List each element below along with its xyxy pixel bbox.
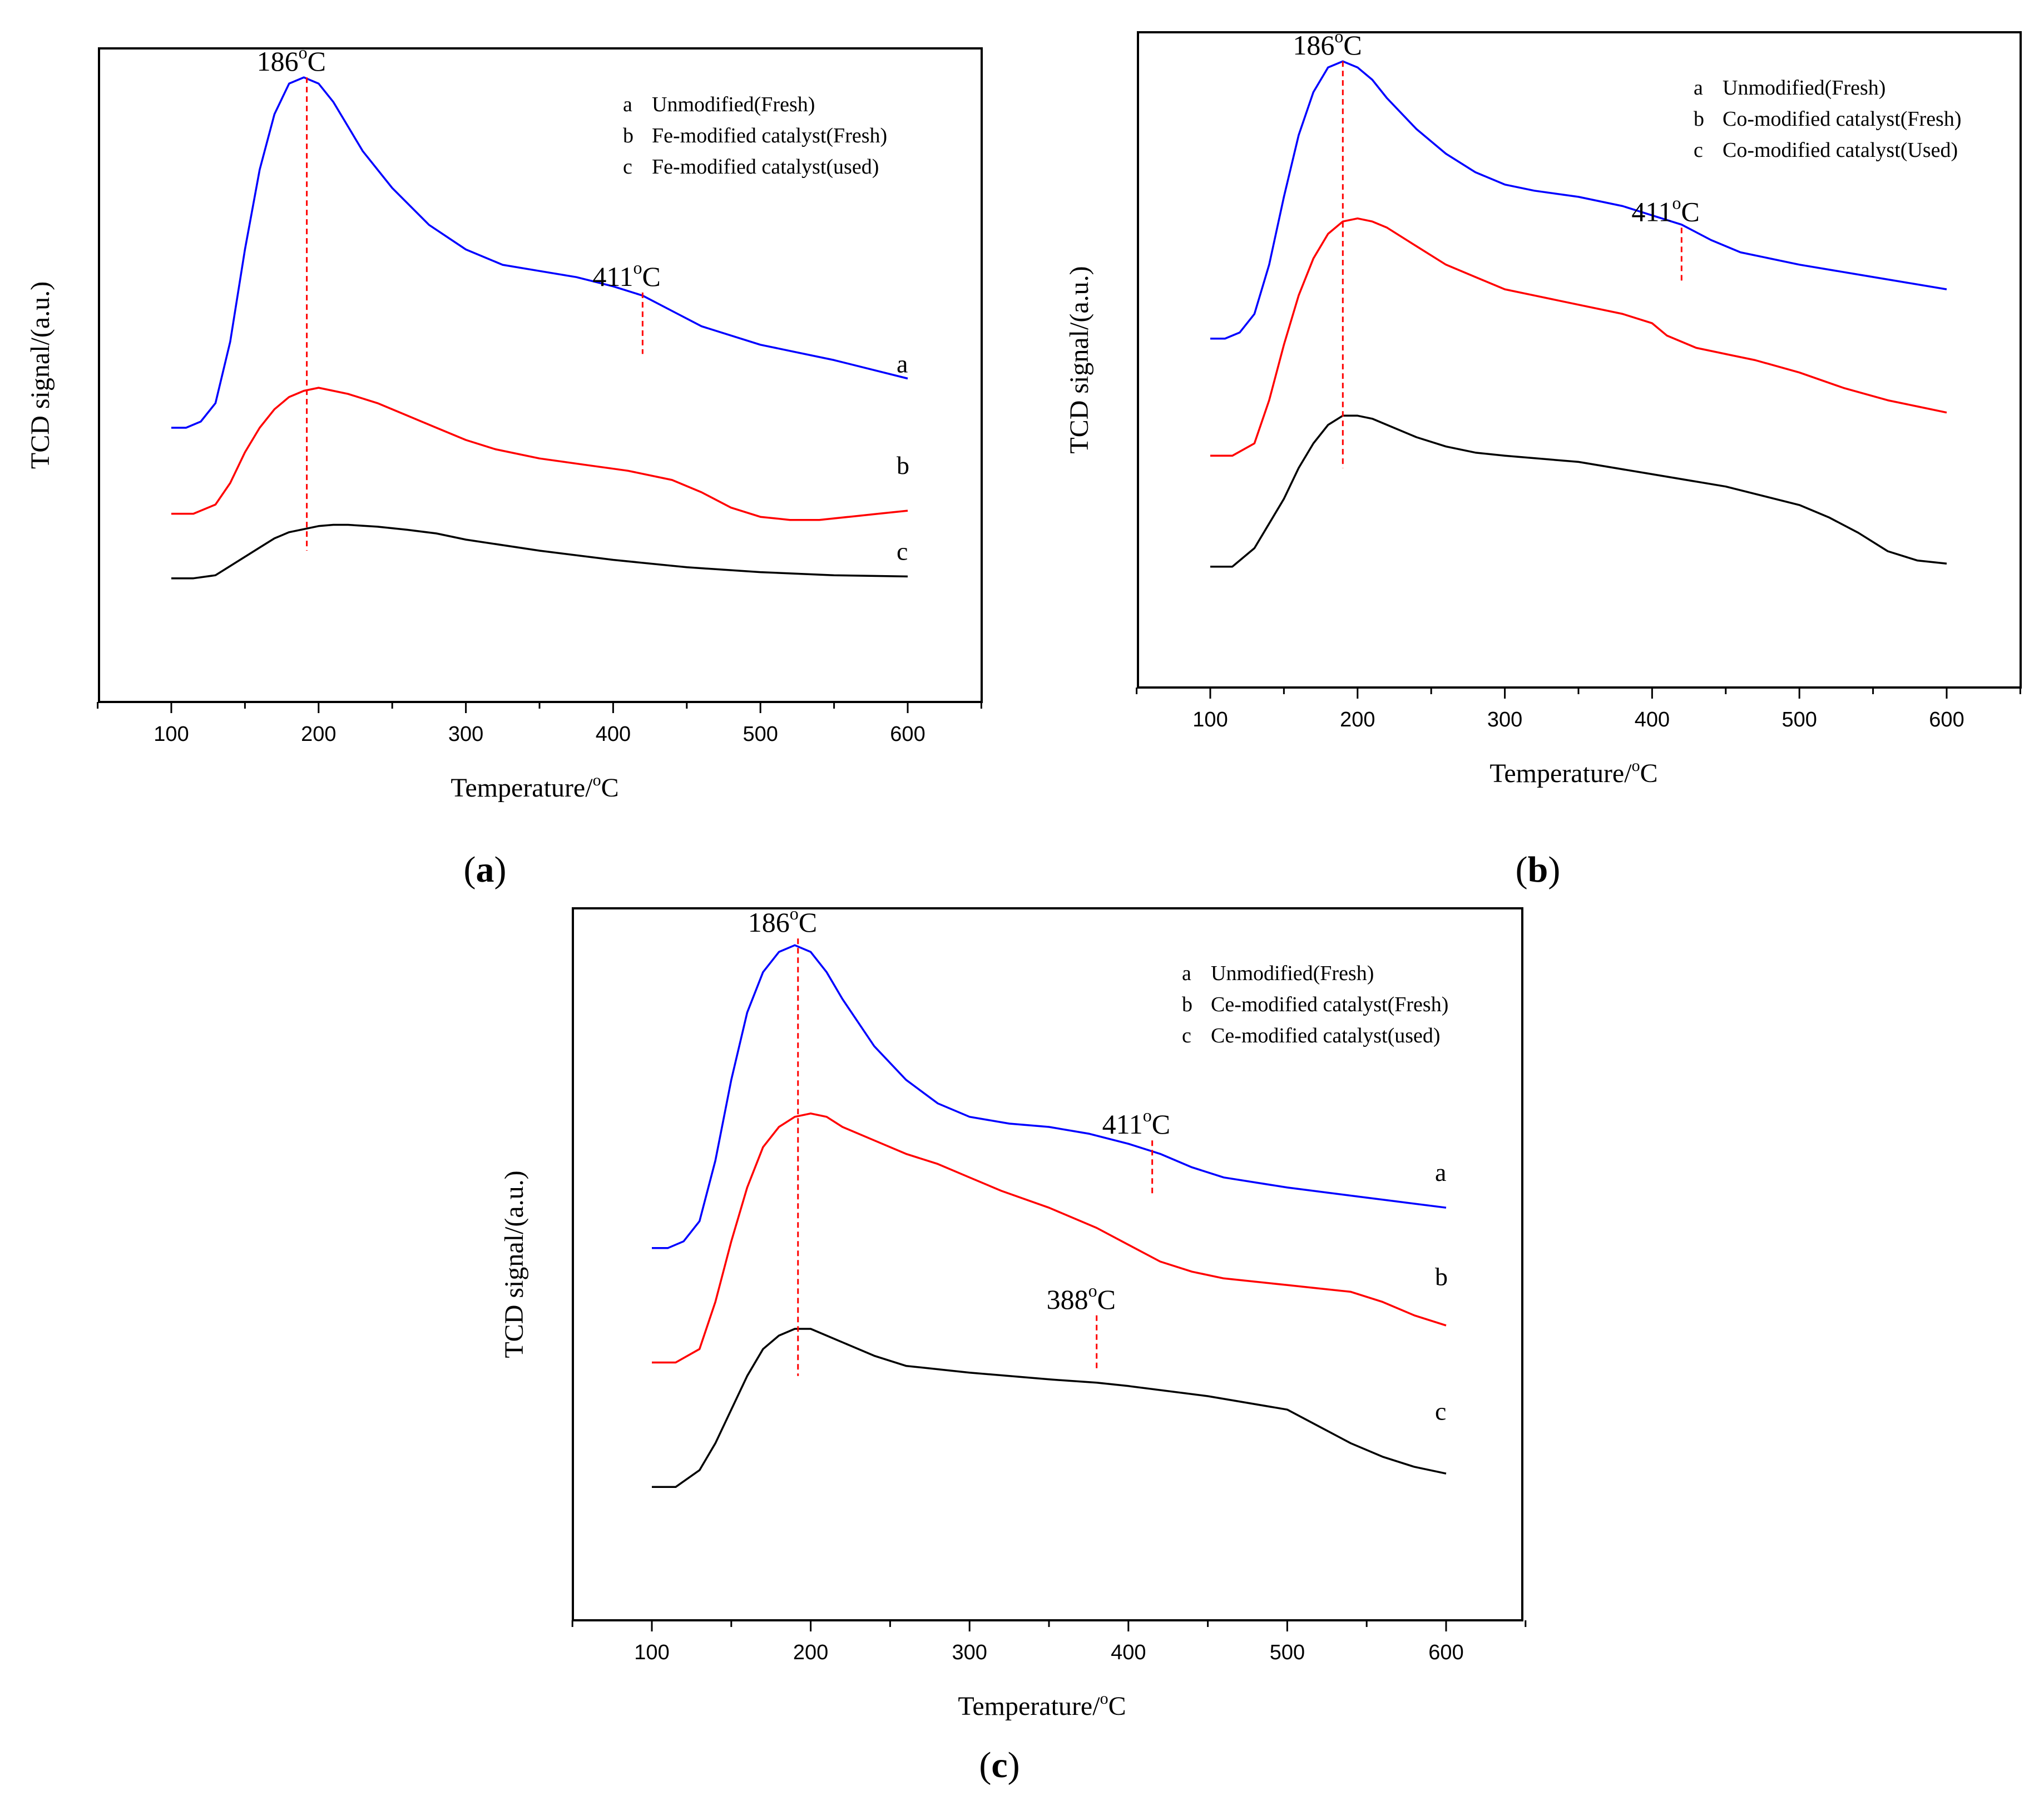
x-tick-label: 400: [1111, 1641, 1146, 1664]
annotation-label: 186oC: [748, 903, 817, 938]
x-tick-label: 500: [743, 723, 778, 746]
legend-key: b: [623, 124, 634, 147]
y-axis-title: TCD signal/(a.u.): [1065, 266, 1094, 453]
series-line-c: [171, 523, 908, 580]
curve-label-a: a: [1435, 1158, 1446, 1186]
annotation-label: 411oC: [1631, 192, 1700, 227]
x-axis-title: Temperature/oC: [1489, 756, 1657, 788]
x-tick-label: 400: [1635, 708, 1670, 731]
x-axis-title: Temperature/oC: [451, 771, 618, 803]
curve-label-c: c: [1435, 1397, 1446, 1425]
panel-b: 100 200 300 400 500 600 Temperature/oC TCD sign…: [1065, 26, 2022, 890]
x-tick-label: 500: [1781, 708, 1817, 731]
legend-key: c: [623, 155, 632, 179]
x-tick-label: 100: [634, 1641, 669, 1664]
legend-text: Fe-modified catalyst(used): [652, 155, 879, 179]
legend-text: Co-modified catalyst(Used): [1723, 139, 1958, 162]
legend-key: b: [1694, 107, 1704, 131]
curve-label-b: b: [1435, 1262, 1448, 1290]
series-line-c: [1210, 414, 1947, 568]
x-tick-label: 600: [1929, 708, 1964, 731]
curve-label-a: a: [897, 350, 908, 378]
panel-label: (a): [464, 849, 507, 890]
panel-a: 100 200 300 400 500 600 Temperature/oC TCD sign…: [26, 42, 983, 890]
panel-label: (b): [1516, 849, 1561, 890]
x-tick-label: 100: [1192, 708, 1228, 731]
series-line-b: [1210, 217, 1947, 457]
annotation-label: 411oC: [1102, 1105, 1171, 1140]
plot-frame: [572, 907, 1523, 1621]
x-tick-label: 200: [793, 1641, 828, 1664]
series-line-a: [652, 944, 1447, 1249]
legend-key: a: [623, 93, 632, 116]
curve-label-c: c: [897, 537, 908, 566]
x-axis: 100 200 300 400 500 600: [571, 1620, 1527, 1664]
x-tick-label: 300: [1487, 708, 1522, 731]
curve-label-b: b: [897, 451, 909, 479]
legend-text: Ce-modified catalyst(Fresh): [1211, 993, 1448, 1016]
x-axis: 100 200 300 400 500 600: [97, 702, 982, 746]
x-tick-label: 200: [301, 723, 336, 746]
legend-key: c: [1182, 1024, 1191, 1047]
legend-key: a: [1182, 962, 1191, 985]
legend-text: Unmodified(Fresh): [1723, 76, 1885, 100]
annotation-label: 186oC: [257, 42, 326, 77]
x-axis-title: Temperature/oC: [958, 1689, 1126, 1721]
legend-key: b: [1182, 993, 1192, 1016]
y-axis-title: TCD signal/(a.u.): [499, 1170, 529, 1358]
legend-key: a: [1694, 76, 1703, 100]
series-line-c: [652, 1328, 1447, 1488]
annotation-label: 186oC: [1293, 26, 1362, 61]
x-tick-label: 400: [596, 723, 631, 746]
x-tick-label: 100: [154, 723, 189, 746]
series-line-b: [652, 1112, 1447, 1364]
legend-text: Fe-modified catalyst(Fresh): [652, 124, 887, 147]
x-tick-label: 600: [890, 723, 925, 746]
x-axis: 100 200 300 400 500 600: [1136, 688, 2021, 731]
x-tick-label: 600: [1428, 1641, 1463, 1664]
series-line-a: [171, 76, 908, 429]
legend-key: c: [1694, 139, 1703, 162]
series-line-b: [171, 387, 908, 521]
x-tick-label: 500: [1270, 1641, 1305, 1664]
x-tick-label: 300: [448, 723, 483, 746]
legend-text: Unmodified(Fresh): [1211, 962, 1374, 985]
y-axis-title: TCD signal/(a.u.): [26, 281, 55, 469]
x-tick-label: 300: [952, 1641, 987, 1664]
legend: a Unmodified(Fresh) b Fe-modified catalyst(…: [623, 93, 887, 179]
annotation-label: 388oC: [1047, 1280, 1116, 1315]
series-line-a: [1210, 60, 1947, 340]
panel-label: (c): [979, 1745, 1019, 1786]
x-tick-label: 200: [1340, 708, 1375, 731]
legend-text: Co-modified catalyst(Fresh): [1723, 107, 1962, 131]
legend: a Unmodified(Fresh) b Co-modified catalyst(…: [1694, 76, 1962, 162]
legend: a Unmodified(Fresh) b Ce-modified catalyst(…: [1182, 962, 1448, 1047]
panel-c: 100 200 300 400 500 600 Temperature/oC TCD sign…: [499, 903, 1527, 1786]
legend-text: Ce-modified catalyst(used): [1211, 1024, 1441, 1047]
legend-text: Unmodified(Fresh): [652, 93, 815, 116]
annotation-label: 411oC: [592, 258, 661, 292]
